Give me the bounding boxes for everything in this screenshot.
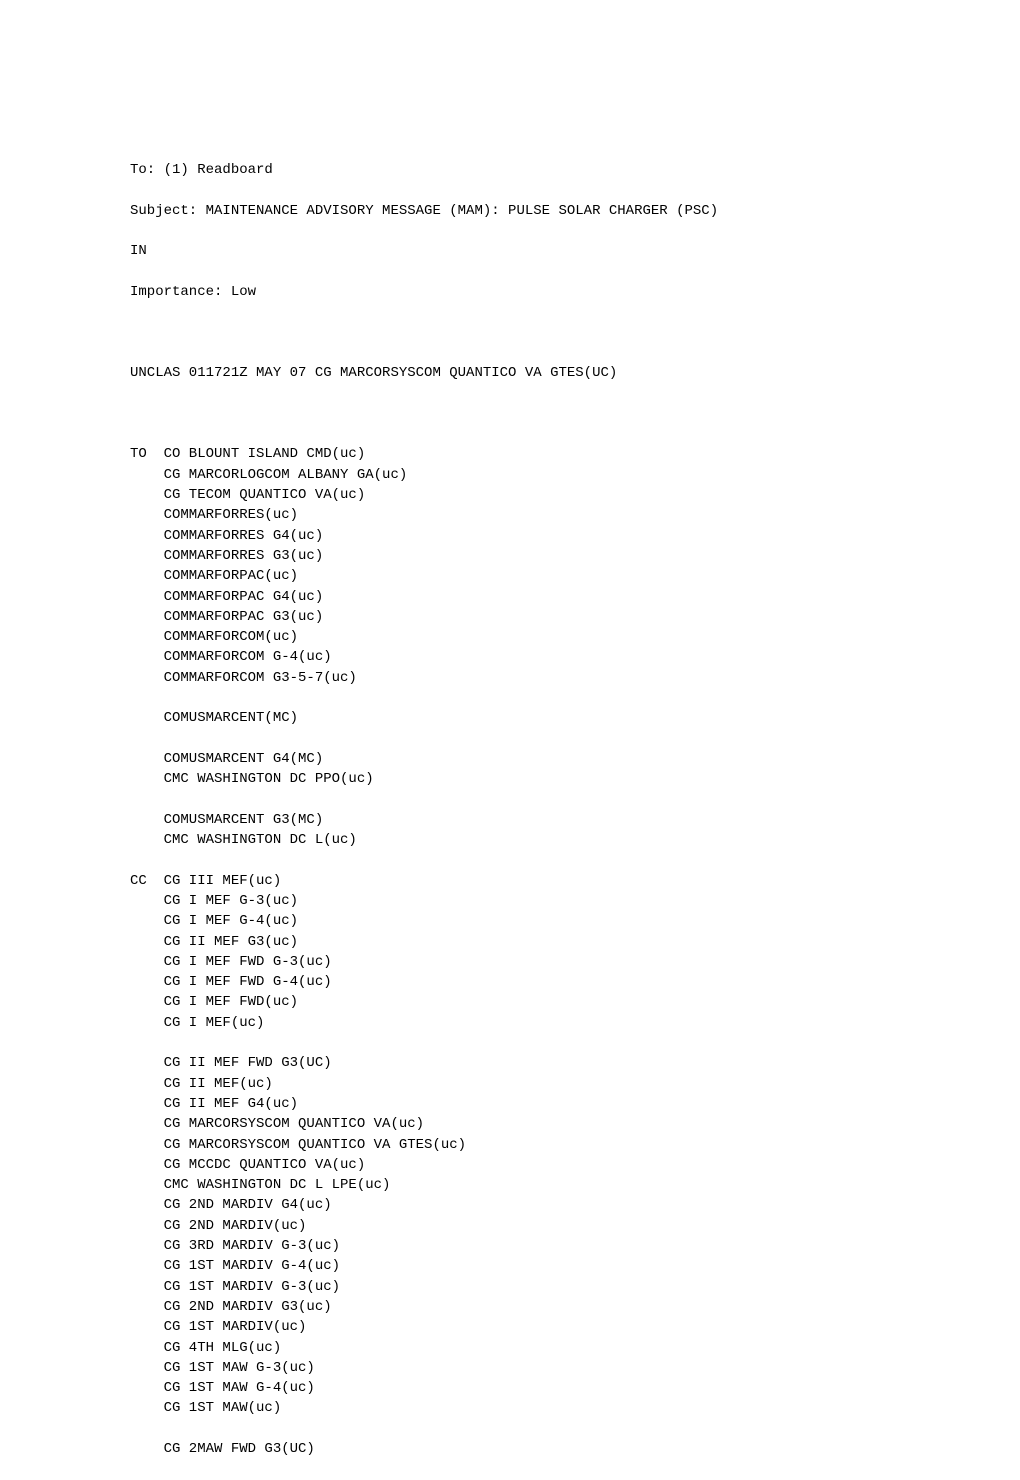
blank-line	[130, 323, 890, 343]
addr-line: CG 1ST MARDIV G-4(uc)	[130, 1256, 890, 1276]
header-to: To: (1) Readboard	[130, 160, 890, 180]
document-page: To: (1) Readboard Subject: MAINTENANCE A…	[0, 0, 1020, 1320]
addr-line: CG II MEF(uc)	[130, 1074, 890, 1094]
classification-line: UNCLAS 011721Z MAY 07 CG MARCORSYSCOM QU…	[130, 363, 890, 383]
addr-line: COMMARFORCOM G3-5-7(uc)	[130, 668, 890, 688]
addr-line: CG 2ND MARDIV(uc)	[130, 1216, 890, 1236]
addr-line: CG 1ST MAW G-3(uc)	[130, 1358, 890, 1378]
addr-line: CG 2ND MARDIV G4(uc)	[130, 1195, 890, 1215]
addr-line: CG 1ST MARDIV G-3(uc)	[130, 1277, 890, 1297]
addr-line: CG 1ST MARDIV(uc)	[130, 1317, 890, 1337]
cc-block: CC CG III MEF(uc) CG I MEF G-3(uc) CG I …	[130, 871, 890, 1460]
header-importance: Importance: Low	[130, 282, 890, 302]
header-subject-1: Subject: MAINTENANCE ADVISORY MESSAGE (M…	[130, 201, 890, 221]
addr-line: CG MARCORSYSCOM QUANTICO VA GTES(uc)	[130, 1135, 890, 1155]
addr-line: COMMARFORRES G4(uc)	[130, 526, 890, 546]
addr-line: COMUSMARCENT G4(MC)	[130, 749, 890, 769]
addr-line	[130, 1033, 890, 1053]
header-subject-2: IN	[130, 241, 890, 261]
addr-line: CG MCCDC QUANTICO VA(uc)	[130, 1155, 890, 1175]
addr-line: CMC WASHINGTON DC PPO(uc)	[130, 769, 890, 789]
addr-line: CG II MEF FWD G3(UC)	[130, 1053, 890, 1073]
addr-line: CG 2ND MARDIV G3(uc)	[130, 1297, 890, 1317]
addr-line: CG I MEF G-3(uc)	[130, 891, 890, 911]
addr-line: CMC WASHINGTON DC L(uc)	[130, 830, 890, 850]
addr-line: CG 4TH MLG(uc)	[130, 1338, 890, 1358]
addr-line: CG I MEF G-4(uc)	[130, 911, 890, 931]
addr-line: COMMARFORCOM G-4(uc)	[130, 647, 890, 667]
addr-line	[130, 790, 890, 810]
to-block: TO CO BLOUNT ISLAND CMD(uc) CG MARCORLOG…	[130, 444, 890, 850]
addr-line: COMMARFORCOM(uc)	[130, 627, 890, 647]
addr-line: CG I MEF FWD(uc)	[130, 992, 890, 1012]
addr-line: TO CO BLOUNT ISLAND CMD(uc)	[130, 444, 890, 464]
addr-line: CG MARCORSYSCOM QUANTICO VA(uc)	[130, 1114, 890, 1134]
addr-line: CG I MEF FWD G-4(uc)	[130, 972, 890, 992]
addr-line: CG TECOM QUANTICO VA(uc)	[130, 485, 890, 505]
addr-line	[130, 688, 890, 708]
addr-line: COMMARFORRES G3(uc)	[130, 546, 890, 566]
addr-line: CMC WASHINGTON DC L LPE(uc)	[130, 1175, 890, 1195]
blank-line	[130, 404, 890, 424]
addr-line: COMMARFORPAC G4(uc)	[130, 587, 890, 607]
addr-line: CG MARCORLOGCOM ALBANY GA(uc)	[130, 465, 890, 485]
addr-line: COMUSMARCENT(MC)	[130, 708, 890, 728]
addr-line: COMMARFORPAC(uc)	[130, 566, 890, 586]
addr-line	[130, 729, 890, 749]
addr-line: COMMARFORPAC G3(uc)	[130, 607, 890, 627]
addr-line: CG 3RD MARDIV G-3(uc)	[130, 1236, 890, 1256]
addr-line: CG II MEF G4(uc)	[130, 1094, 890, 1114]
addr-line: CC CG III MEF(uc)	[130, 871, 890, 891]
addr-line	[130, 1419, 890, 1439]
addr-line: CG II MEF G3(uc)	[130, 932, 890, 952]
addr-line: CG 2MAW FWD G3(UC)	[130, 1439, 890, 1459]
addr-line: CG I MEF(uc)	[130, 1013, 890, 1033]
addr-line: CG I MEF FWD G-3(uc)	[130, 952, 890, 972]
addr-line: CG 1ST MAW(uc)	[130, 1398, 890, 1418]
addr-line: CG 1ST MAW G-4(uc)	[130, 1378, 890, 1398]
addr-line: COMUSMARCENT G3(MC)	[130, 810, 890, 830]
addr-line: COMMARFORRES(uc)	[130, 505, 890, 525]
